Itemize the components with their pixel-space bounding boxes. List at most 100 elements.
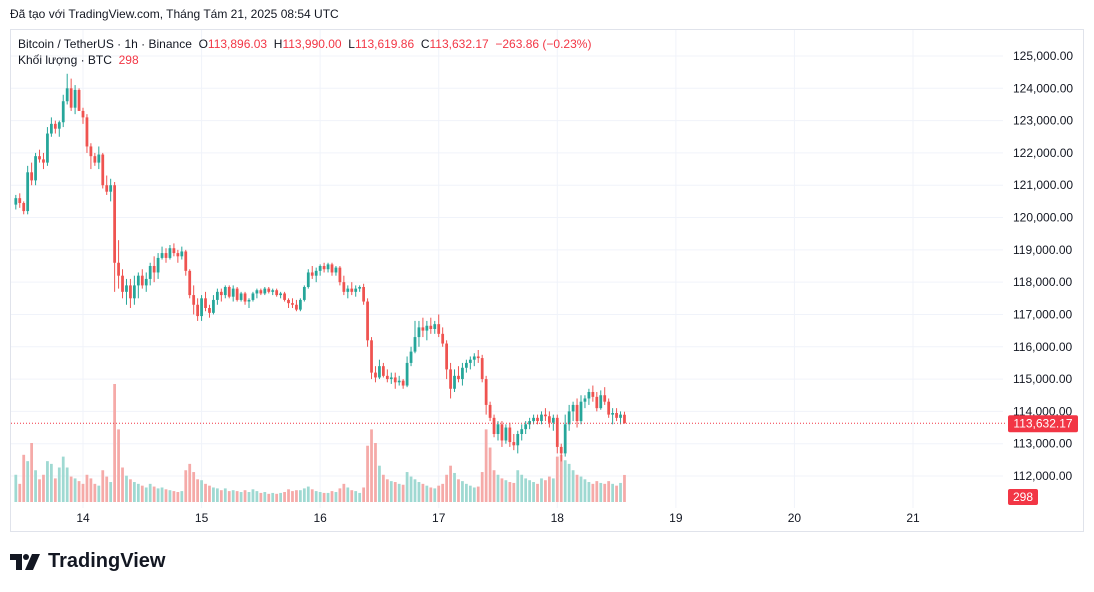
- volume-bar: [34, 470, 37, 502]
- volume-bar: [283, 492, 286, 502]
- y-tick-label: 123,000.00: [1013, 114, 1073, 128]
- candle-body: [109, 185, 113, 192]
- volume-bar: [575, 474, 579, 502]
- volume-bar: [405, 472, 409, 502]
- volume-badge: 298: [1008, 489, 1038, 505]
- volume-bar: [298, 490, 302, 502]
- candle-body: [302, 287, 306, 300]
- candle-body: [512, 442, 516, 446]
- candle-body: [429, 325, 433, 329]
- volume-bar: [239, 492, 243, 502]
- volume-bar: [287, 489, 290, 502]
- volume-bar: [389, 481, 393, 502]
- candle-body: [18, 198, 22, 203]
- volume-bar: [73, 478, 77, 502]
- volume-bar: [208, 485, 211, 502]
- candle-body: [168, 248, 172, 258]
- candle-body: [85, 117, 89, 147]
- x-tick-label: 14: [76, 511, 90, 525]
- volume-bar: [168, 490, 172, 502]
- candle-body: [231, 288, 235, 297]
- candle-body: [547, 416, 551, 423]
- grid: [11, 30, 1003, 508]
- candle-body: [61, 101, 65, 123]
- candle-body: [81, 110, 85, 118]
- candle-body: [57, 122, 61, 129]
- volume-bar: [544, 480, 547, 502]
- volume-bar: [468, 485, 472, 502]
- volume-bar: [559, 454, 563, 502]
- candle-body: [113, 185, 117, 263]
- candle-body: [528, 421, 532, 425]
- candle-body: [263, 288, 267, 294]
- candle-body: [42, 159, 45, 163]
- y-axis: 112,000.00 113,000.00 114,000.00 115,000.00…: [1013, 49, 1073, 483]
- volume-bar: [464, 483, 468, 502]
- candle-body: [215, 291, 219, 300]
- candle-body: [188, 270, 192, 296]
- candle-body: [520, 429, 524, 434]
- symbol-label[interactable]: Bitcoin / TetherUS · 1h · Binance: [18, 37, 192, 51]
- volume-bar: [180, 491, 184, 502]
- candle-body: [381, 366, 385, 376]
- candle-body: [587, 392, 591, 399]
- candle-body: [53, 123, 57, 129]
- change-value: −263.86 (−0.23%): [495, 37, 592, 51]
- volume-bar: [302, 488, 306, 502]
- candle-body: [176, 253, 180, 257]
- volume-bar: [492, 470, 496, 502]
- volume-bar: [172, 491, 176, 502]
- candle-body: [125, 285, 128, 292]
- volume-bar: [472, 487, 476, 502]
- candle-body: [251, 293, 255, 300]
- low-label: L: [348, 37, 355, 51]
- volume-bar: [524, 478, 528, 502]
- volume-bar: [247, 492, 251, 502]
- candle-body: [540, 414, 543, 422]
- candle-body: [370, 340, 373, 373]
- volume-bar: [14, 474, 18, 502]
- volume-bar: [85, 474, 89, 502]
- volume-bar: [453, 472, 456, 502]
- candle-body: [97, 154, 101, 163]
- volume-bar: [484, 429, 488, 502]
- volume-bar: [504, 480, 508, 502]
- candle-body: [310, 272, 314, 276]
- candle-body: [378, 366, 381, 378]
- volume-bar: [77, 481, 81, 502]
- candle-body: [599, 395, 603, 409]
- candle-body: [318, 266, 322, 271]
- candle-body: [619, 414, 622, 418]
- volume-bar: [397, 483, 401, 502]
- candle-body: [271, 290, 275, 292]
- volume-bar: [437, 485, 441, 502]
- candle-body: [306, 272, 310, 287]
- volume-bar: [279, 492, 283, 502]
- candle-body: [117, 262, 120, 276]
- volume-bar: [385, 479, 389, 502]
- volume-bar: [540, 478, 543, 502]
- volume-bar: [255, 491, 259, 502]
- candle-body: [330, 264, 334, 273]
- x-tick-label: 21: [906, 511, 920, 525]
- candle-body: [559, 446, 563, 454]
- volume-bar: [53, 478, 57, 502]
- candle-body: [184, 251, 188, 271]
- volume-bar: [267, 493, 271, 502]
- volume-label[interactable]: Khối lượng · BTC: [18, 53, 112, 67]
- high-label: H: [273, 37, 283, 51]
- volume-bar: [235, 491, 239, 502]
- candle-body: [121, 275, 124, 292]
- candle-body: [595, 396, 599, 409]
- volume-bar: [401, 484, 405, 502]
- candle-body: [468, 359, 472, 363]
- candle-body: [180, 251, 184, 257]
- candle-body: [409, 351, 413, 363]
- tradingview-logo[interactable]: TradingView: [10, 550, 165, 573]
- candle-body: [354, 288, 358, 292]
- candle-body: [255, 290, 259, 294]
- volume-bar: [445, 474, 449, 502]
- candle-body: [30, 172, 34, 181]
- candle-body: [441, 333, 445, 344]
